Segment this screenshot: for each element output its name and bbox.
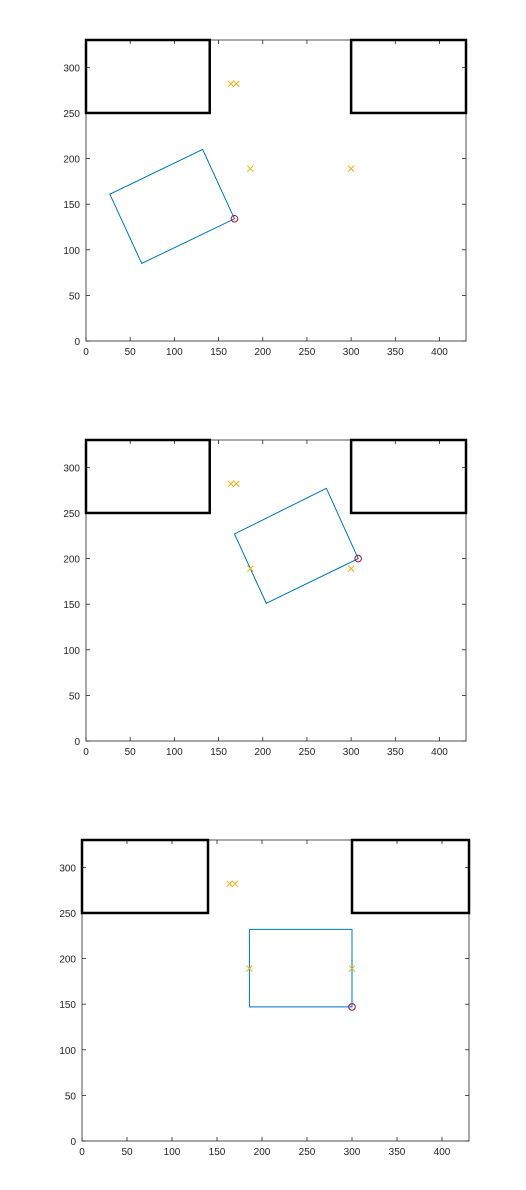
- x-tick-label: 50: [125, 747, 137, 758]
- axes-box: [85, 439, 467, 742]
- x-marker-stroke: [232, 480, 240, 488]
- x-tick-label: 250: [299, 747, 316, 758]
- x-marker-stroke: [232, 80, 240, 88]
- x-tick-label: 300: [343, 747, 360, 758]
- y-tick-label: 50: [65, 1091, 77, 1102]
- x-tick-label: 50: [121, 1147, 133, 1158]
- obstacle-1: [84, 438, 211, 515]
- x-tick-label: 0: [83, 347, 89, 358]
- y-tick-label: 300: [63, 463, 80, 474]
- x-marker: [232, 80, 240, 88]
- y-tick-label: 250: [63, 509, 80, 520]
- y-tick-label: 50: [69, 691, 81, 702]
- x-marker-stroke: [347, 165, 355, 172]
- obstacle-1: [80, 838, 210, 915]
- x-tick-label: 200: [254, 347, 271, 358]
- axes-box: [85, 39, 467, 342]
- y-tick-label: 100: [63, 246, 80, 257]
- x-tick-label: 150: [209, 1147, 226, 1158]
- x-marker: [231, 880, 239, 888]
- o-marker: [230, 214, 239, 223]
- chart-3: 0 50 100 150 200 250 300 350 400 0 50 100 150 200 250 3…: [59, 838, 471, 1158]
- vehicle-rectangle: [109, 148, 236, 265]
- y-tick-label: 0: [74, 737, 80, 748]
- o-marker: [354, 554, 362, 563]
- x-marker: [246, 965, 253, 972]
- o-marker: [348, 1003, 356, 1011]
- y-tick-label: 50: [69, 291, 81, 302]
- vehicle-rectangle: [248, 928, 353, 1008]
- chart-2: 0 50 100 150 200 250 300 350 400 0 50 100 150 200 250 3…: [63, 438, 468, 758]
- x-tick-label: 400: [431, 347, 448, 358]
- y-tick-label: 150: [63, 600, 80, 611]
- x-tick-label: 350: [389, 1147, 406, 1158]
- x-marker-stroke: [226, 880, 233, 888]
- y-tick-label: 100: [59, 1046, 76, 1057]
- y-tick-label: 250: [63, 109, 80, 120]
- y-tick-label: 0: [74, 337, 80, 348]
- x-tick-label: 400: [434, 1147, 451, 1158]
- x-marker-stroke: [247, 565, 254, 572]
- x-tick-label: 50: [125, 347, 137, 358]
- x-marker: [227, 80, 235, 88]
- x-marker-stroke: [246, 965, 253, 972]
- x-tick-label: 0: [83, 747, 89, 758]
- x-marker: [347, 565, 355, 572]
- x-marker-stroke: [227, 80, 235, 88]
- y-tick-label: 200: [59, 955, 76, 966]
- x-tick-label: 150: [210, 747, 227, 758]
- x-tick-label: 200: [254, 1147, 271, 1158]
- x-tick-label: 300: [344, 1147, 361, 1158]
- y-tick-label: 150: [59, 1000, 76, 1011]
- x-tick-label: 350: [387, 347, 404, 358]
- x-marker-stroke: [247, 165, 254, 172]
- x-marker: [247, 565, 254, 572]
- x-marker: [226, 880, 233, 888]
- y-tick-label: 100: [63, 646, 80, 657]
- axes-box: [81, 839, 470, 1142]
- x-marker: [232, 480, 240, 488]
- y-tick-label: 300: [59, 863, 76, 874]
- obstacle-2: [349, 38, 468, 115]
- x-tick-label: 100: [164, 1147, 181, 1158]
- obstacle-2: [350, 838, 471, 915]
- y-tick-label: 200: [63, 555, 80, 566]
- x-tick-label: 100: [166, 747, 183, 758]
- y-tick-label: 150: [63, 200, 80, 211]
- x-marker-stroke: [231, 880, 239, 888]
- x-tick-label: 100: [166, 347, 183, 358]
- y-tick-label: 250: [59, 909, 76, 920]
- vehicle-rectangle: [233, 487, 359, 604]
- obstacle-1: [84, 38, 211, 115]
- x-tick-label: 300: [343, 347, 360, 358]
- x-marker: [247, 165, 254, 172]
- x-marker: [348, 965, 356, 972]
- x-tick-label: 200: [254, 747, 271, 758]
- chart-1: 0 50 100 150 200 250 300 350 400 0 50 100 150 200 250 3…: [63, 38, 468, 358]
- x-marker: [227, 480, 235, 488]
- x-tick-label: 0: [79, 1147, 85, 1158]
- x-marker: [347, 165, 355, 172]
- x-tick-label: 150: [210, 347, 227, 358]
- x-tick-label: 400: [431, 747, 448, 758]
- x-marker-stroke: [227, 480, 235, 488]
- x-tick-label: 350: [387, 747, 404, 758]
- y-tick-label: 300: [63, 63, 80, 74]
- x-marker-stroke: [347, 565, 355, 572]
- y-tick-label: 0: [70, 1137, 76, 1148]
- obstacle-2: [349, 438, 468, 515]
- y-tick-label: 200: [63, 155, 80, 166]
- x-marker-stroke: [348, 965, 356, 972]
- x-tick-label: 250: [299, 1147, 316, 1158]
- x-tick-label: 250: [299, 347, 316, 358]
